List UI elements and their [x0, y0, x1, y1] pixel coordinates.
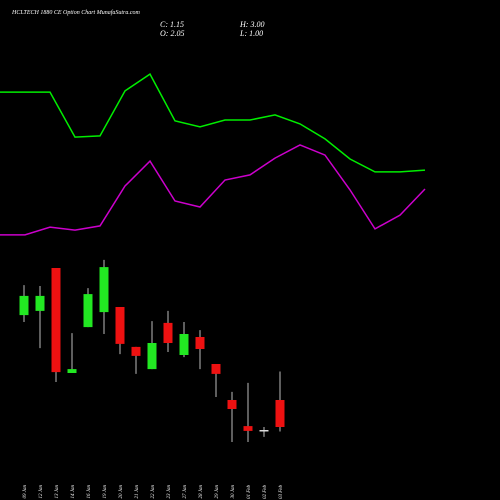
candle-body: [51, 268, 61, 373]
open-label: O: 2.05: [160, 29, 184, 38]
x-tick-label: 22 Jan: [151, 485, 156, 499]
indicator-line: [0, 144, 426, 236]
x-tick-label: 30 Jan: [231, 485, 236, 499]
x-tick-label: 20 Jan: [119, 485, 124, 499]
candle-body: [99, 267, 109, 313]
low-label: L: 1.00: [239, 29, 263, 38]
candle-body: [19, 295, 29, 316]
x-tick-label: 29 Jan: [215, 485, 220, 499]
candle-body: [243, 426, 253, 431]
indicator-line: [0, 73, 426, 173]
candle-body: [227, 400, 237, 409]
x-tick-label: 27 Jan: [183, 485, 188, 499]
x-tick-label: 16 Jan: [87, 485, 92, 499]
close-label: C: 1.15: [160, 20, 184, 29]
candle-body: [195, 337, 205, 349]
x-tick-label: 23 Jan: [167, 485, 172, 499]
candle-body: [83, 294, 93, 328]
x-tick-label: 01 Feb: [247, 485, 252, 500]
candle-body: [35, 295, 45, 311]
x-tick-label: 28 Jan: [199, 485, 204, 499]
high-label: H: 3.00: [239, 20, 264, 29]
candle-body: [259, 430, 269, 432]
candle-body: [67, 369, 77, 373]
x-tick-label: 19 Jan: [103, 485, 108, 499]
candle-body: [147, 343, 157, 370]
x-tick-label: 03 Feb: [279, 485, 284, 500]
x-tick-label: 14 Jan: [71, 485, 76, 499]
x-tick-label: 02 Feb: [263, 485, 268, 500]
candle-body: [179, 334, 189, 355]
x-tick-label: 21 Jan: [135, 485, 140, 499]
x-tick-label: 13 Jan: [55, 485, 60, 499]
candle-body: [115, 307, 125, 344]
candle-body: [131, 346, 141, 356]
candle-body: [275, 400, 285, 427]
candle-body: [163, 322, 173, 343]
chart-title: HCLTECH 1880 CE Option Chart MunafaSutra…: [11, 9, 141, 16]
candle-body: [211, 364, 221, 374]
x-tick-label: 09 Jan: [23, 485, 28, 499]
x-tick-label: 12 Jan: [39, 485, 44, 499]
